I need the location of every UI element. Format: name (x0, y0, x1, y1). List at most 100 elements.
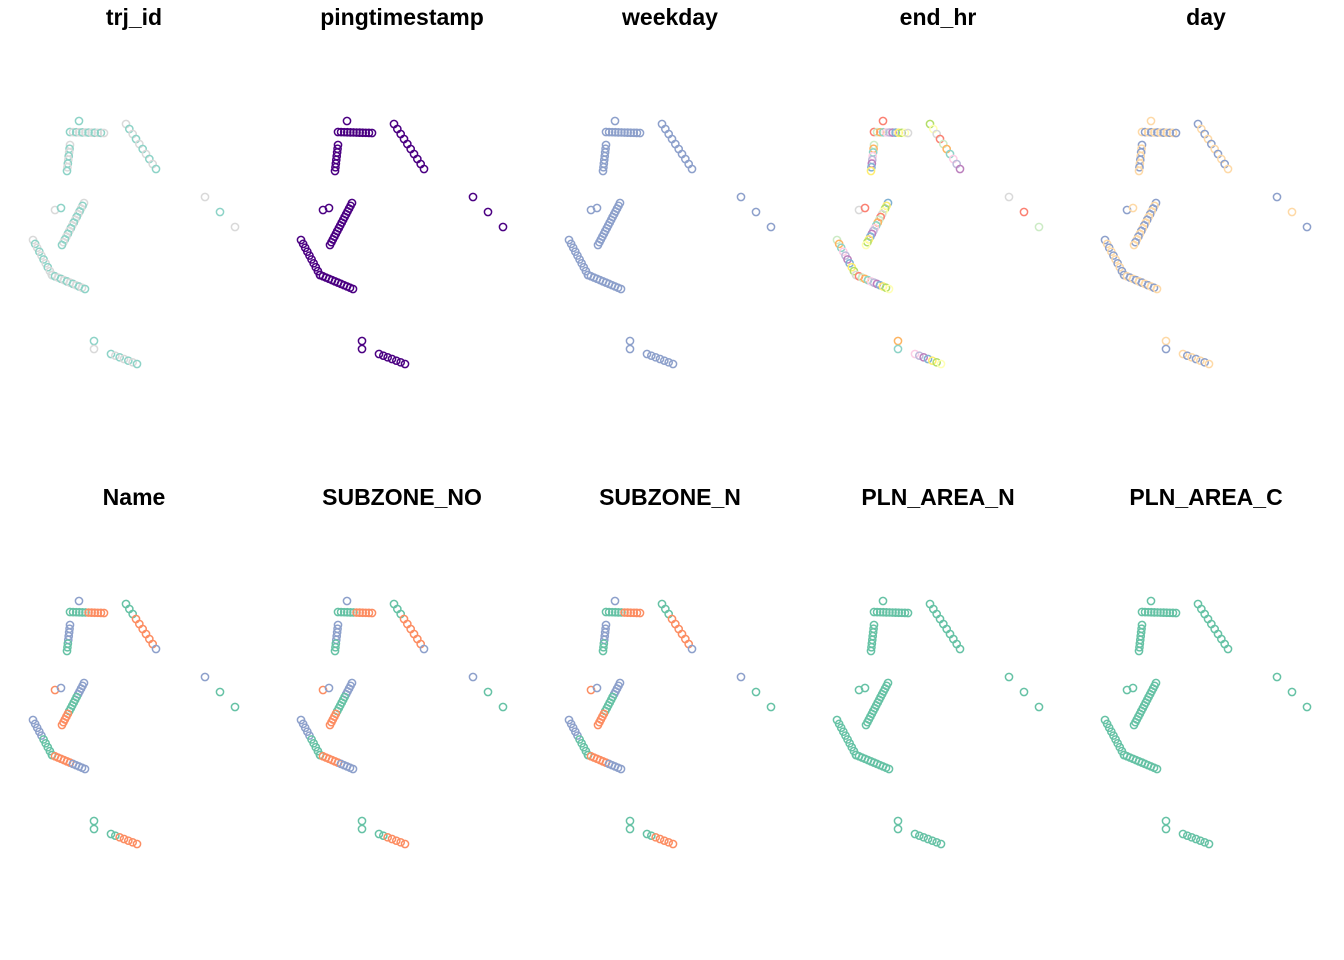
data-point (1162, 608, 1172, 618)
data-point (215, 687, 225, 697)
data-point (74, 607, 84, 617)
data-point (900, 128, 910, 138)
data-point (598, 166, 608, 176)
data-point (358, 608, 368, 618)
data-point (1302, 702, 1312, 712)
data-point (1204, 839, 1214, 849)
facet-panel: SUBZONE_N (536, 480, 804, 960)
data-point (355, 608, 364, 617)
data-point (230, 702, 240, 712)
data-point (110, 351, 120, 361)
data-point (358, 128, 368, 138)
data-point (872, 607, 882, 617)
data-point (1165, 608, 1175, 618)
data-point (599, 162, 608, 172)
data-point (349, 608, 358, 617)
data-point (123, 356, 133, 366)
data-point (396, 357, 406, 367)
data-point (1153, 608, 1162, 617)
data-point (348, 764, 358, 774)
data-point (483, 207, 493, 217)
data-point (651, 832, 661, 842)
data-point (878, 596, 888, 606)
facet-panel: SUBZONE_NO (268, 480, 536, 960)
data-point (68, 607, 78, 617)
data-point (333, 607, 343, 617)
data-point (882, 608, 891, 617)
data-point (387, 834, 397, 844)
data-point (659, 836, 669, 846)
data-point (927, 356, 937, 366)
data-point (1272, 672, 1282, 682)
data-point (655, 834, 665, 844)
data-point (74, 127, 84, 137)
facet-title: SUBZONE_N (599, 484, 741, 510)
data-point (89, 344, 99, 354)
facet-panel: end_hr (804, 0, 1072, 480)
data-point (878, 127, 888, 137)
data-point (115, 352, 125, 362)
data-point (93, 128, 103, 138)
data-point (875, 127, 885, 137)
data-point (78, 608, 87, 617)
data-point (74, 116, 84, 126)
point-cloud (296, 116, 508, 369)
data-point (642, 829, 652, 839)
data-point (1152, 284, 1162, 294)
data-point (396, 837, 406, 847)
data-point (1171, 128, 1181, 138)
data-point (599, 642, 608, 652)
data-point (955, 644, 965, 654)
data-point (914, 351, 924, 361)
data-point (914, 831, 924, 841)
facet-panel: weekday (536, 0, 804, 480)
data-point (1191, 834, 1201, 844)
data-point (57, 240, 67, 250)
facet-title: PLN_AREA_C (1129, 484, 1283, 510)
data-point (364, 128, 374, 138)
data-point (620, 128, 629, 137)
data-point (331, 162, 340, 172)
data-point (1135, 642, 1144, 652)
point-cloud (28, 596, 240, 849)
data-point (361, 608, 371, 618)
data-point (1223, 164, 1233, 174)
data-point (1182, 831, 1192, 841)
data-point (860, 683, 870, 693)
data-point (894, 608, 904, 618)
data-point (1195, 836, 1205, 846)
data-point (1156, 128, 1165, 137)
data-point (151, 644, 161, 654)
data-point (89, 336, 99, 346)
data-point (860, 203, 870, 213)
data-point (919, 352, 929, 362)
data-point (81, 128, 90, 137)
point-cloud (28, 116, 240, 369)
facet-panel: Name (0, 480, 268, 960)
data-point (65, 127, 75, 137)
data-point (866, 646, 876, 656)
data-point (81, 608, 90, 617)
data-point (62, 646, 72, 656)
data-point (884, 764, 894, 774)
data-point (927, 836, 937, 846)
data-point (1140, 607, 1150, 617)
data-point (1129, 240, 1139, 250)
data-point (1200, 357, 1210, 367)
data-point (1272, 192, 1282, 202)
data-point (123, 836, 133, 846)
data-point (80, 284, 90, 294)
facet-title: PLN_AREA_N (861, 484, 1015, 510)
point-cloud (564, 116, 776, 369)
data-point (1168, 608, 1178, 618)
data-point (888, 608, 897, 617)
data-point (891, 608, 900, 617)
data-point (331, 642, 340, 652)
data-point (607, 127, 617, 137)
data-point (1137, 127, 1147, 137)
data-point (646, 351, 656, 361)
data-point (592, 683, 602, 693)
data-point (955, 164, 965, 174)
facet-title: end_hr (899, 4, 977, 30)
data-point (357, 816, 367, 826)
